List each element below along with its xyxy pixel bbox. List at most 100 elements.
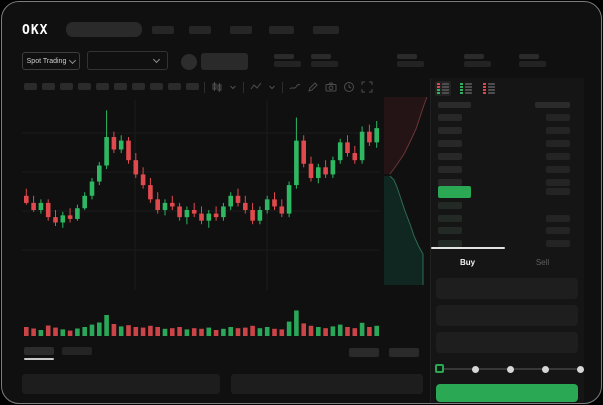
volume-bar bbox=[286, 321, 292, 336]
volume-bar bbox=[184, 329, 190, 336]
bid-row-price[interactable] bbox=[438, 202, 462, 209]
candle-body bbox=[75, 208, 80, 219]
clock-icon[interactable] bbox=[343, 81, 355, 93]
orders-tab[interactable] bbox=[24, 347, 54, 355]
candle-body bbox=[272, 199, 277, 207]
candle-body bbox=[316, 167, 321, 178]
timeframe-button[interactable] bbox=[150, 83, 163, 90]
orders-action-button[interactable] bbox=[349, 348, 379, 357]
candle-body bbox=[133, 160, 139, 175]
candle-body bbox=[89, 181, 95, 196]
slider-stop[interactable] bbox=[541, 365, 549, 373]
bid-row-amount[interactable] bbox=[546, 239, 570, 247]
slider-stop[interactable] bbox=[576, 365, 584, 373]
ask-row-price[interactable] bbox=[438, 127, 462, 134]
okx-logo[interactable]: OKX bbox=[22, 23, 49, 38]
pair-selector-dropdown[interactable] bbox=[87, 51, 168, 70]
book-combined-icon[interactable] bbox=[435, 81, 451, 96]
amount-slider-handle[interactable] bbox=[435, 364, 444, 373]
ask-row-amount[interactable] bbox=[546, 179, 570, 186]
volume-bar bbox=[367, 327, 372, 336]
order-form-field[interactable] bbox=[436, 305, 578, 326]
candle-body bbox=[140, 174, 146, 186]
ask-row-amount[interactable] bbox=[546, 166, 570, 173]
candle-body bbox=[53, 217, 58, 223]
timeframe-button[interactable] bbox=[132, 83, 145, 90]
tab-sell[interactable]: Sell bbox=[535, 258, 550, 267]
bid-row-price[interactable] bbox=[438, 214, 462, 222]
indicators-icon[interactable] bbox=[250, 81, 262, 93]
timeframe-button[interactable] bbox=[168, 83, 181, 90]
depth-bids-area bbox=[384, 176, 423, 285]
book-asks-icon[interactable] bbox=[481, 81, 497, 96]
bid-row-price[interactable] bbox=[438, 227, 462, 234]
ask-row-price[interactable] bbox=[438, 179, 462, 186]
slider-stop[interactable] bbox=[506, 365, 514, 373]
nav-item[interactable] bbox=[313, 26, 339, 34]
orders-tab[interactable] bbox=[62, 347, 92, 355]
candle-body bbox=[243, 202, 248, 211]
candle-body bbox=[38, 202, 44, 211]
camera-icon[interactable] bbox=[325, 81, 337, 93]
nav-item[interactable] bbox=[152, 26, 174, 34]
ask-row-price[interactable] bbox=[438, 153, 462, 160]
slider-stop[interactable] bbox=[471, 365, 479, 373]
candle-body bbox=[45, 202, 51, 218]
nav-item[interactable] bbox=[189, 26, 211, 34]
chevron-down-icon bbox=[69, 56, 77, 64]
ask-row-amount[interactable] bbox=[546, 153, 570, 160]
chevron-down-icon[interactable] bbox=[229, 83, 237, 91]
volume-bar bbox=[38, 330, 44, 336]
candles-icon[interactable] bbox=[211, 81, 223, 93]
bid-row-price[interactable] bbox=[438, 239, 462, 247]
volume-bar bbox=[162, 328, 168, 336]
order-form-field[interactable] bbox=[436, 278, 578, 299]
ask-row-amount[interactable] bbox=[546, 114, 570, 121]
market-type-dropdown[interactable]: Spot Trading bbox=[22, 52, 80, 70]
search-input[interactable] bbox=[66, 22, 142, 37]
timeframe-button[interactable] bbox=[78, 83, 91, 90]
order-form-field[interactable] bbox=[436, 332, 578, 353]
tab-buy[interactable]: Buy bbox=[459, 258, 476, 267]
orders-table-panel bbox=[231, 374, 423, 394]
ask-row-price[interactable] bbox=[438, 114, 462, 121]
orders-action-button[interactable] bbox=[389, 348, 419, 357]
nav-item[interactable] bbox=[230, 26, 252, 34]
bid-row-amount[interactable] bbox=[546, 214, 570, 222]
chevron-down-icon[interactable] bbox=[268, 83, 276, 91]
candle-body bbox=[359, 131, 365, 161]
book-bids-icon[interactable] bbox=[458, 81, 474, 96]
timeframe-button[interactable] bbox=[114, 83, 127, 90]
candlestick-chart[interactable] bbox=[22, 100, 380, 340]
volume-bar bbox=[352, 328, 358, 336]
bid-row-amount[interactable] bbox=[546, 227, 570, 234]
ask-row-amount[interactable] bbox=[546, 188, 570, 195]
pair-coin-icon bbox=[181, 54, 197, 70]
volume-bar bbox=[126, 325, 131, 336]
candle-body bbox=[250, 210, 255, 221]
ask-row-amount[interactable] bbox=[546, 127, 570, 134]
volume-bar bbox=[213, 330, 219, 336]
ask-row-price[interactable] bbox=[438, 166, 462, 173]
timeframe-button[interactable] bbox=[42, 83, 55, 90]
trendline-icon[interactable] bbox=[289, 81, 301, 93]
pencil-icon[interactable] bbox=[307, 81, 319, 93]
timeframe-button[interactable] bbox=[24, 83, 37, 90]
last-price-highlight[interactable] bbox=[438, 186, 471, 198]
depth-chart[interactable] bbox=[382, 97, 434, 292]
fullscreen-icon[interactable] bbox=[361, 81, 373, 93]
timeframe-button[interactable] bbox=[60, 83, 73, 90]
timeframe-button[interactable] bbox=[96, 83, 109, 90]
volume-bar bbox=[345, 327, 350, 336]
ask-row-price[interactable] bbox=[438, 140, 462, 147]
timeframe-button[interactable] bbox=[186, 83, 199, 90]
buy-submit-button[interactable] bbox=[436, 384, 578, 402]
candle-body bbox=[352, 153, 358, 161]
nav-item[interactable] bbox=[269, 26, 294, 34]
volume-bar bbox=[316, 327, 321, 336]
candle-body bbox=[111, 137, 117, 150]
volume-bar bbox=[206, 327, 212, 336]
candle-body bbox=[235, 195, 241, 203]
candle-body bbox=[367, 131, 372, 143]
ask-row-amount[interactable] bbox=[546, 140, 570, 147]
